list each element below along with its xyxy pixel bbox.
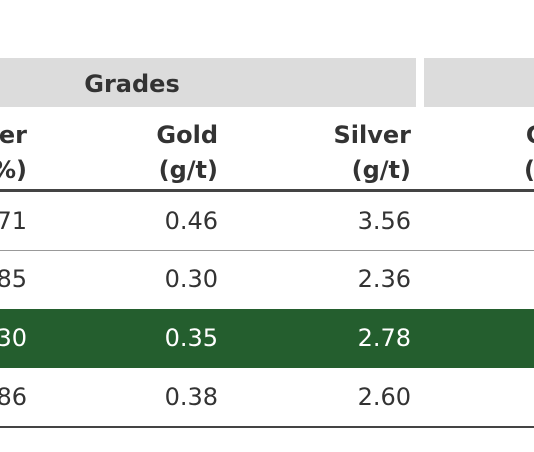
table-cell: 0.35 (164, 324, 218, 352)
table-cell: 2.60 (357, 383, 411, 411)
row-divider (0, 250, 534, 251)
table-cell: 2.36 (357, 265, 411, 293)
column-header-unit: (m (524, 156, 534, 184)
column-header: Silver (333, 121, 412, 149)
table-cell: 0.38 (164, 383, 218, 411)
column-header: Gold (156, 121, 218, 149)
table-cell: 0.30 (164, 265, 218, 293)
group-header: Grades (84, 70, 180, 98)
column-header-unit: %) (0, 156, 27, 184)
highlight-row (0, 309, 534, 368)
header-rule (0, 189, 534, 192)
group-header-band (0, 58, 416, 107)
column-header-unit: (g/t) (158, 156, 218, 184)
column-header: Co (360, 120, 534, 150)
table-cell: 85 (0, 265, 27, 293)
table-cell: 30 (0, 324, 27, 352)
column-header-unit: (g/t) (351, 156, 411, 184)
bottom-rule (0, 426, 534, 428)
table-cell: 2.78 (357, 324, 411, 352)
column-header: er (0, 121, 27, 149)
table-cell: 0.46 (164, 207, 218, 235)
table-cell: 86 (0, 383, 27, 411)
table-cell: 3.56 (357, 207, 411, 235)
table-cell: 71 (0, 207, 27, 235)
group-header-band (424, 58, 534, 107)
